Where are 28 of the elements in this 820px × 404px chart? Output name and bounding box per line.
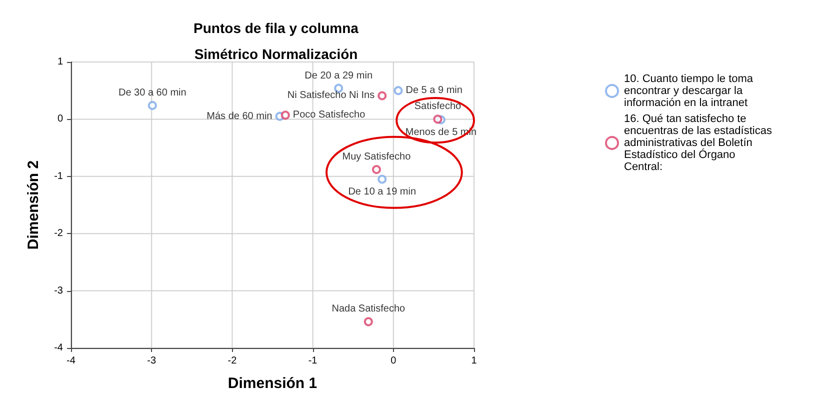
y-tick-label: -4 (54, 342, 64, 354)
data-label: De 10 a 19 min (348, 186, 416, 198)
data-label: De 20 a 29 min (304, 70, 373, 82)
chart-subtitle: Simétrico Normalización (194, 46, 358, 62)
legend-label: 10. Cuanto tiempo le toma encontrar y descargar la información en la intranet (624, 73, 756, 109)
y-tick-label: -1 (54, 170, 64, 182)
x-tick-label: 1 (471, 356, 478, 366)
data-label: Poco Satisfecho (292, 110, 366, 121)
x-axis-title: Dimensión 1 (228, 375, 318, 392)
x-tick-label: -2 (228, 356, 238, 366)
data-label: Satisfecho (414, 101, 462, 112)
y-axis-title: Dimensión 2 (25, 160, 42, 250)
y-tick-label: -3 (54, 285, 64, 296)
chart-title: Puntos de fila y columna (194, 20, 359, 36)
x-tick-label: 0 (390, 356, 397, 366)
x-tick-label: -3 (147, 356, 156, 366)
y-tick-label: -2 (54, 228, 64, 240)
data-label: Más de 60 min (206, 110, 272, 122)
x-tick-label: -4 (66, 356, 76, 366)
x-tick-label: -1 (308, 356, 318, 366)
data-label: Ni Satisfecho Ni Ins (287, 90, 375, 102)
y-tick-label: 0 (57, 114, 64, 125)
data-label: Nada Satisfecho (332, 304, 406, 315)
legend-label: 16. Qué tan satisfecho te encuentras de las estadísticas administrativas del Boletín Estadístico del Órgano Central: (624, 113, 776, 173)
y-tick-label: 1 (57, 56, 64, 68)
data-label: De 30 a 60 min (118, 87, 186, 98)
data-label: De 5 a 9 min (406, 85, 462, 96)
data-label: Muy Satisfecho (342, 152, 412, 163)
